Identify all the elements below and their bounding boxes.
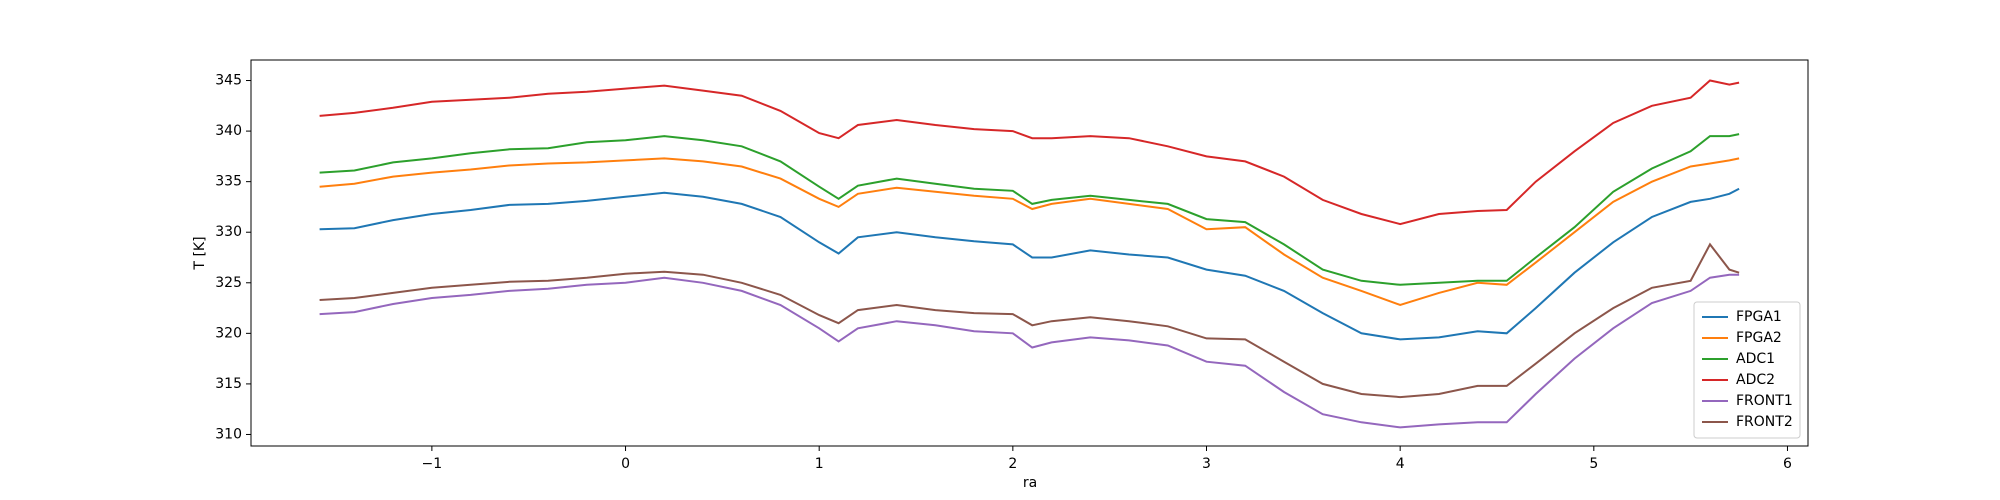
legend-label: FRONT2 (1736, 414, 1793, 430)
y-axis-label: T [K] (192, 236, 208, 270)
series-line (319, 157, 1740, 307)
x-tick-label: 6 (1783, 456, 1792, 472)
legend-box (1693, 301, 1801, 439)
y-tick-label: 310 (215, 426, 242, 442)
y-tick-label: 320 (215, 325, 242, 341)
y-tick-label: 330 (215, 224, 242, 240)
y-tick-label: 315 (215, 376, 242, 392)
x-tick-label: 0 (621, 456, 630, 472)
series-line (319, 187, 1740, 341)
legend-label: ADC1 (1736, 351, 1775, 367)
y-tick-label: 345 (215, 73, 242, 89)
legend-label: FPGA1 (1736, 309, 1782, 325)
x-tick-label: 1 (815, 456, 824, 472)
series-line (319, 133, 1740, 286)
legend-label: FPGA2 (1736, 330, 1782, 346)
series-line (319, 79, 1740, 226)
x-tick-label: 2 (1008, 456, 1017, 472)
x-tick-label: 4 (1396, 456, 1405, 472)
y-tick-label: 325 (215, 275, 242, 291)
x-axis-label: ra (1023, 475, 1037, 491)
legend-label: ADC2 (1736, 372, 1775, 388)
x-tick-label: 5 (1589, 456, 1598, 472)
x-tick-label: −1 (422, 456, 443, 472)
plot-frame (250, 59, 1809, 447)
y-tick-label: 335 (215, 174, 242, 190)
y-tick-label: 340 (215, 123, 242, 139)
series-line (319, 242, 1740, 399)
legend-label: FRONT1 (1736, 393, 1793, 409)
x-tick-label: 3 (1202, 456, 1211, 472)
series-line (319, 273, 1740, 429)
